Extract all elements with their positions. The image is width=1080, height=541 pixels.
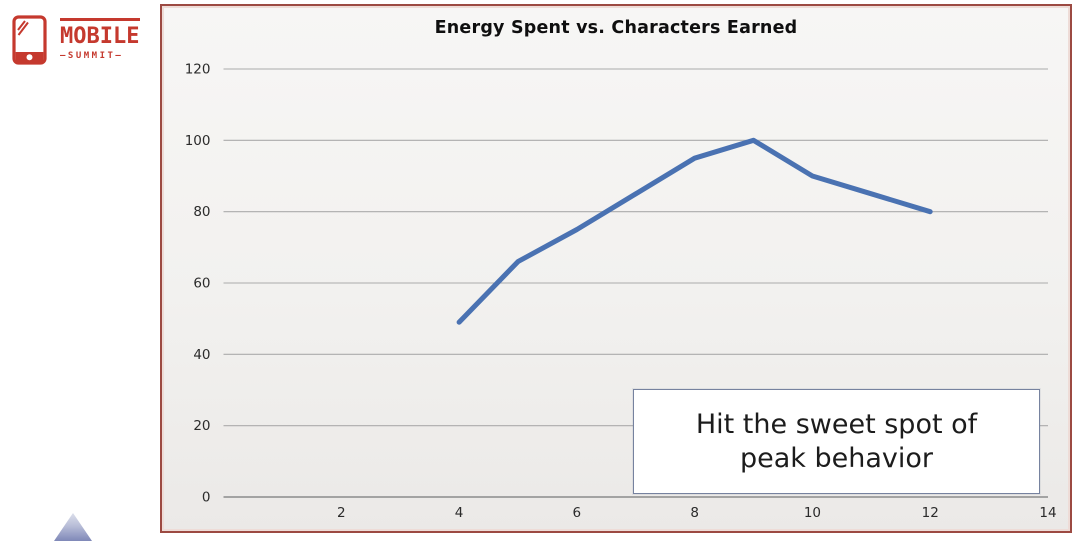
phone-icon: [12, 15, 47, 65]
x-tick-label: 12: [922, 505, 939, 521]
data-line: [456, 137, 933, 325]
y-tick-label: 120: [185, 62, 211, 78]
y-tick-label: 20: [193, 418, 210, 434]
x-tick-label: 6: [573, 505, 582, 521]
x-tick-label: 8: [690, 505, 699, 521]
x-tick-label: 14: [1039, 505, 1056, 521]
logo-text: MOBILE —SUMMIT—: [60, 15, 140, 61]
annotation-callout: Hit the sweet spot of peak behavior: [633, 389, 1040, 494]
y-tick-label: 0: [202, 490, 211, 506]
triangle-decoration: [54, 513, 92, 541]
chart-title: Energy Spent vs. Characters Earned: [434, 18, 798, 38]
y-tick-label: 100: [185, 133, 211, 149]
chart-frame: 0 20 40 60 80 100 120 2 4 6 8 10 12 14 Energy Spent v…: [160, 4, 1072, 533]
logo-subname: —SUMMIT—: [60, 51, 124, 61]
logo-rule: [60, 18, 140, 21]
mobile-summit-logo: MOBILE —SUMMIT—: [12, 15, 140, 65]
annotation-text: Hit the sweet spot of peak behavior: [695, 408, 978, 474]
logo-name: MOBILE: [60, 24, 140, 49]
y-tick-label: 80: [193, 204, 210, 220]
x-tick-label: 4: [455, 505, 464, 521]
y-tick-label: 60: [193, 276, 210, 292]
y-tick-label: 40: [193, 347, 210, 363]
x-tick-label: 2: [337, 505, 346, 521]
x-tick-label: 10: [804, 505, 821, 521]
